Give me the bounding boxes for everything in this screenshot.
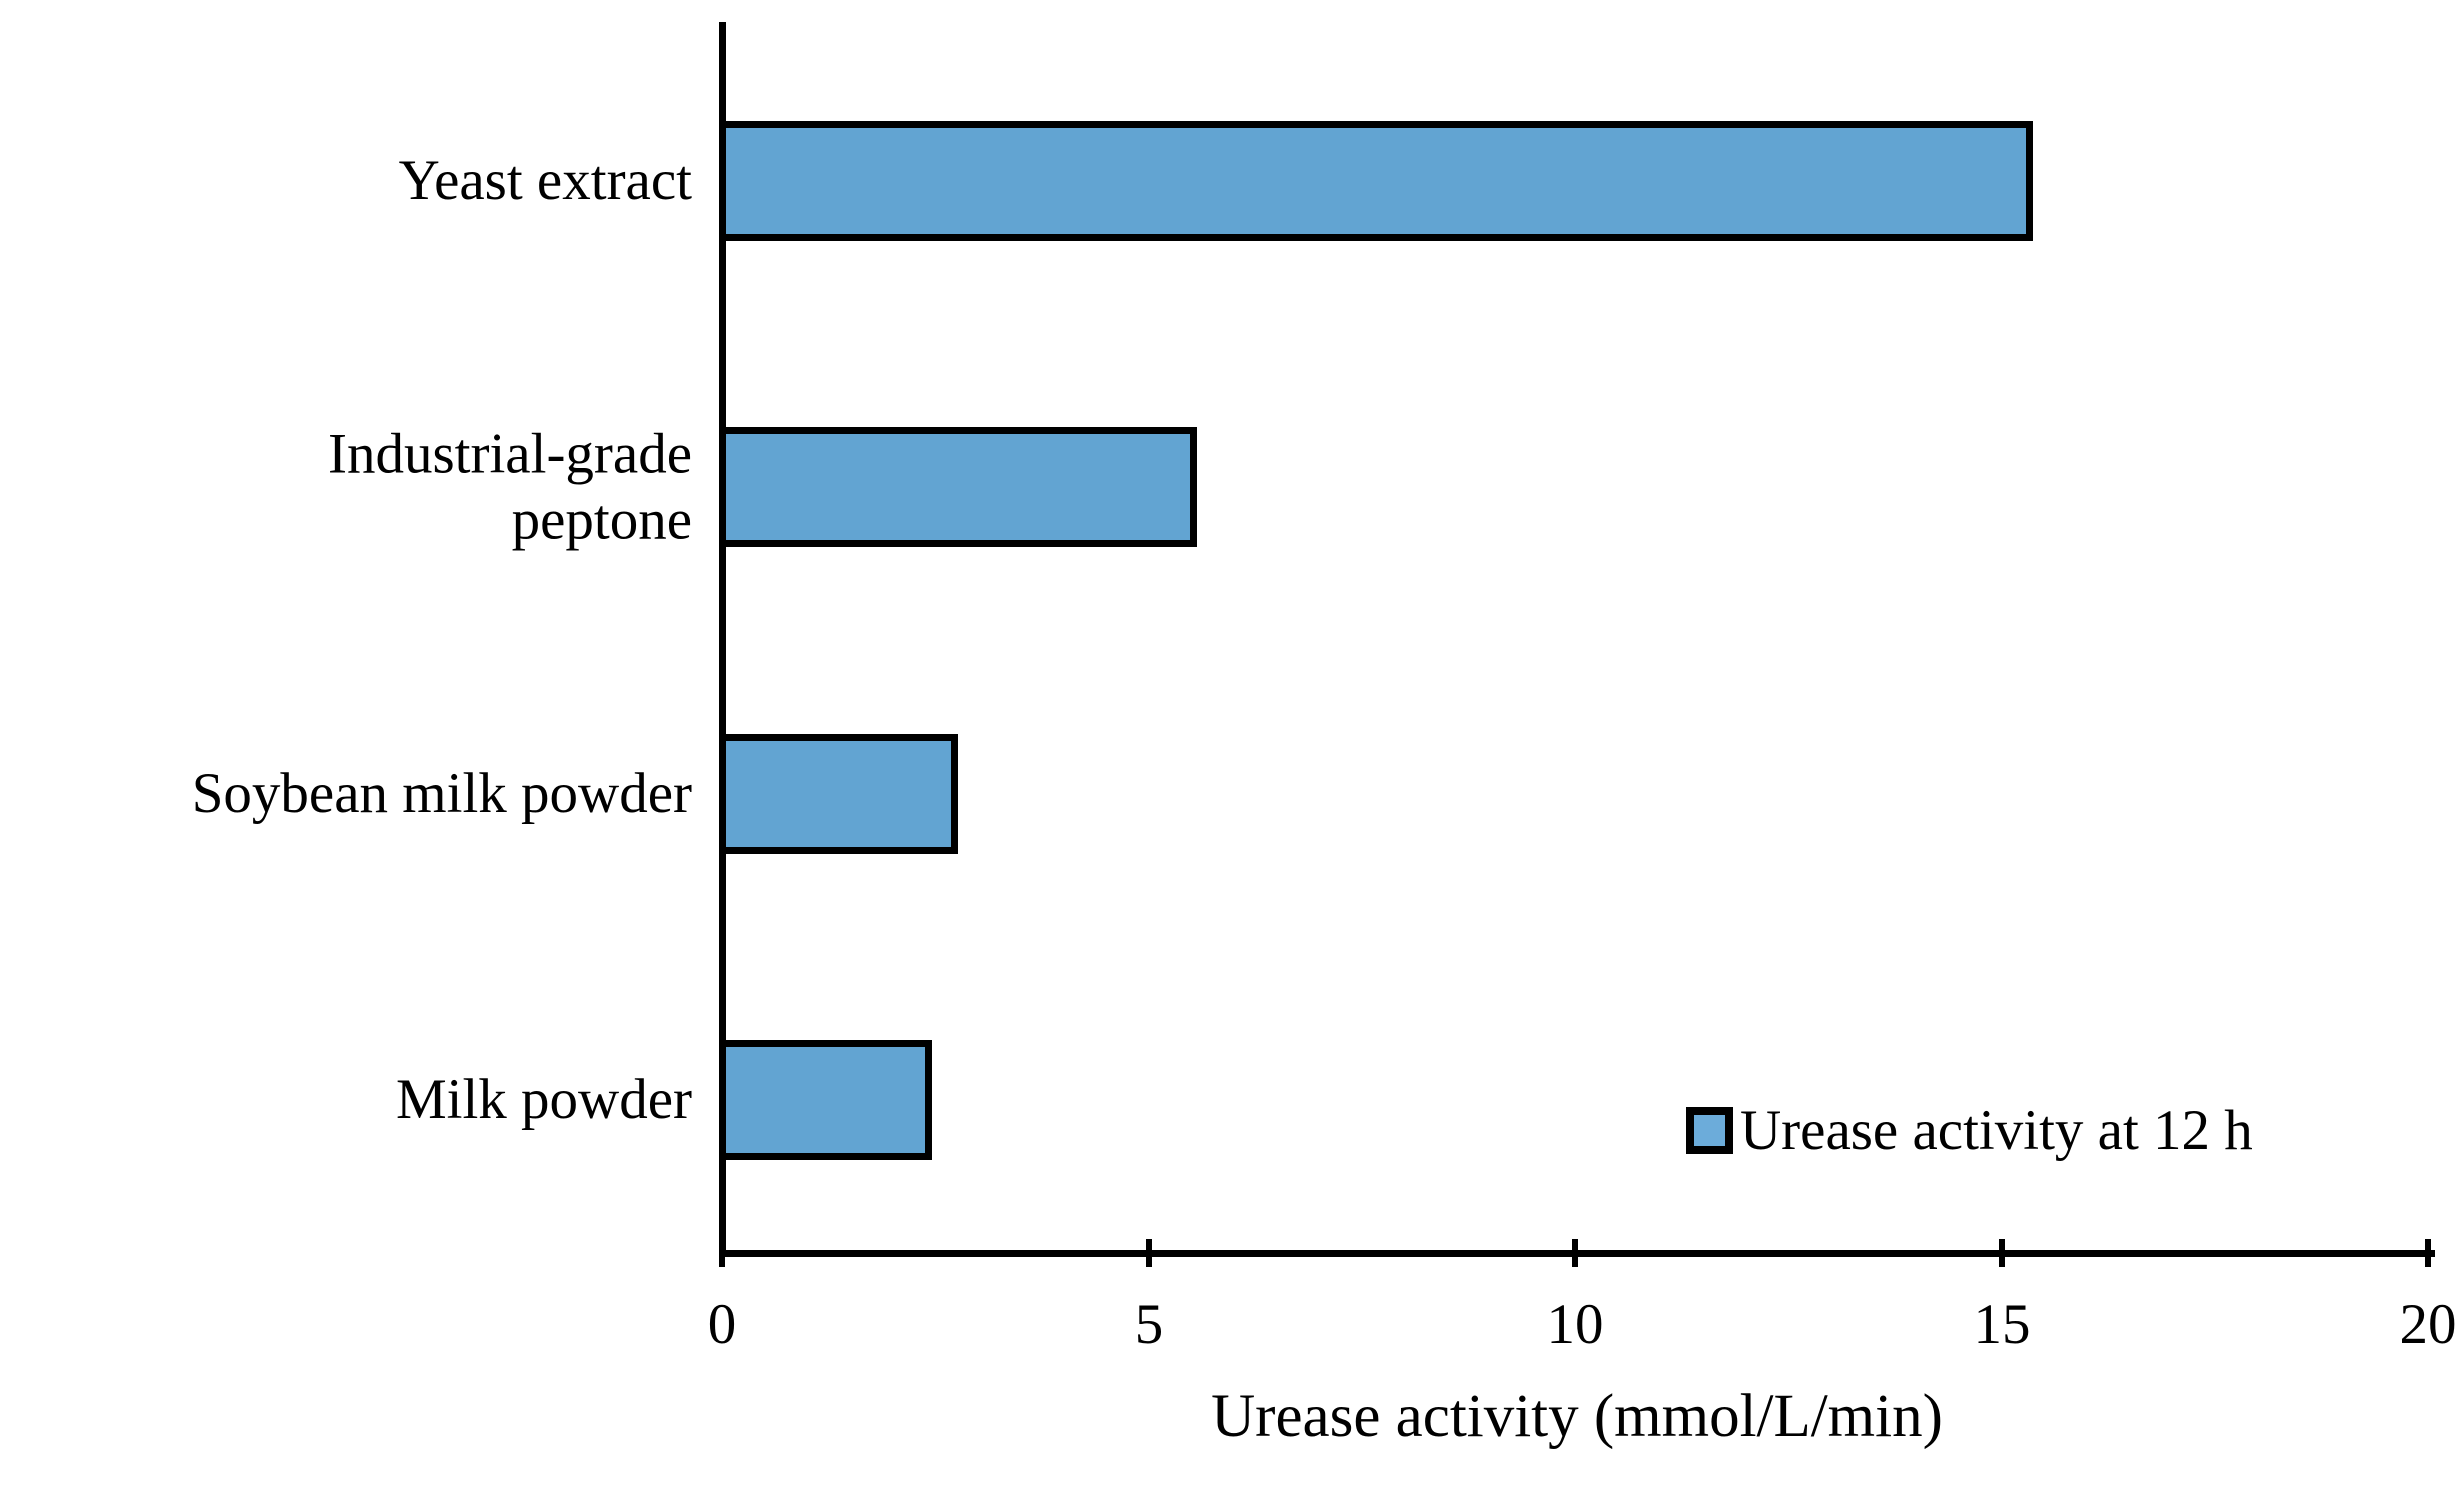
- bar-yeast-extract: [719, 121, 2033, 242]
- x-tick-10: [1572, 1239, 1578, 1267]
- category-label-industrial-grade-peptone: Industrial-grade peptone: [327, 422, 692, 552]
- x-tick-label-5: 5: [1134, 1293, 1164, 1356]
- x-tick-label-10: 10: [1546, 1293, 1604, 1356]
- bar-milk-powder: [719, 1039, 932, 1160]
- legend: Urease activity at 12 h: [1686, 1096, 2253, 1164]
- x-tick-label-15: 15: [1973, 1293, 2031, 1356]
- legend-marker-square-icon: [1686, 1106, 1733, 1154]
- x-tick-15: [1999, 1239, 2005, 1267]
- category-label-milk-powder: Milk powder: [395, 1068, 692, 1132]
- bar-industrial-grade-peptone: [719, 427, 1197, 548]
- legend-label: Urease activity at 12 h: [1740, 1098, 2253, 1162]
- x-axis-title: Urease activity (mmol/L/min): [1211, 1383, 1943, 1450]
- category-label-yeast-extract: Yeast extract: [398, 149, 692, 213]
- x-tick-label-20: 20: [2399, 1293, 2457, 1356]
- category-label-soybean-milk-powder: Soybean milk powder: [191, 761, 692, 825]
- x-tick-5: [1146, 1239, 1152, 1267]
- x-tick-20: [2425, 1239, 2431, 1267]
- x-tick-0: [719, 1239, 725, 1267]
- x-tick-label-0: 0: [707, 1293, 737, 1356]
- y-axis-line: [719, 22, 726, 1257]
- bar-soybean-milk-powder: [719, 733, 958, 854]
